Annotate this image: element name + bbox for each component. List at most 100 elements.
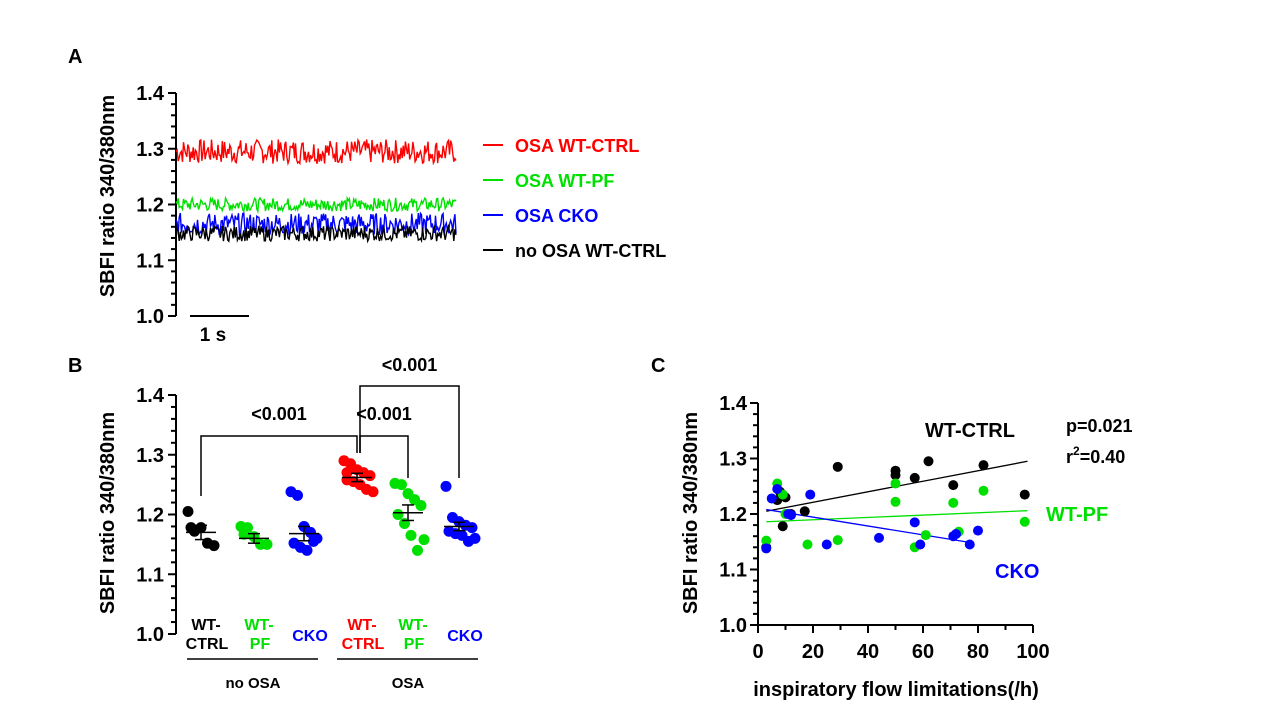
legend-entry-label: no OSA WT-CTRL: [515, 241, 666, 261]
data-point: [920, 530, 931, 541]
panel-c-r-squared: r2=0.40: [1066, 444, 1125, 467]
data-point: [292, 489, 303, 501]
data-point: [1019, 489, 1030, 500]
panel-c-x-tick-label: 40: [857, 641, 879, 663]
panel-c-x-tick-label: 60: [912, 641, 934, 663]
series-label: WT-PF: [1046, 504, 1108, 526]
panel-c-ylabel: SBFI ratio 340/380nm: [680, 412, 702, 614]
panel-c-axes: 1.4 1.3 1.2 1.1 1.00 20 40 60 80 100: [719, 393, 1050, 663]
data-point: [308, 535, 319, 547]
data-point: [890, 478, 901, 489]
panel-b-label: B: [68, 355, 82, 377]
panel-b-ylabel: SBFI ratio 340/380nm: [97, 412, 119, 614]
data-point: [761, 535, 772, 546]
group-label-line2: CKO: [447, 628, 483, 645]
data-point: [772, 484, 783, 495]
regression-line: [766, 510, 1028, 523]
data-point: [951, 528, 961, 539]
group-label-line2: PF: [404, 636, 425, 653]
panel-a-y-tick-label: 1.0: [136, 306, 164, 328]
panel-c-x-tick-label: 80: [967, 641, 989, 663]
panel-b-y-tick-label: 1.2: [136, 505, 164, 527]
panel-c-x-tick-label: 100: [1016, 641, 1049, 663]
group-label-line1: WT-: [398, 617, 427, 634]
data-point: [973, 525, 983, 536]
panel-a-label: A: [68, 46, 82, 68]
condition-label: OSA: [392, 675, 425, 692]
panel-c-label: C: [651, 355, 665, 377]
panel-c-y-tick-label: 1.1: [719, 560, 747, 582]
group-label-line1: WT-: [191, 617, 220, 634]
data-point: [1019, 516, 1030, 527]
group-label-line1: WT-: [244, 617, 273, 634]
data-point: [948, 497, 959, 508]
panel-c-p-value: p=0.021: [1066, 416, 1133, 436]
data-point: [948, 480, 959, 491]
data-point: [802, 539, 813, 550]
group-label-line2: CTRL: [186, 636, 229, 653]
scale-bar-label: 1 s: [200, 325, 226, 346]
data-point: [978, 485, 989, 496]
data-point: [923, 456, 934, 467]
data-point: [799, 506, 810, 517]
data-point: [766, 493, 777, 504]
panel-c-xlabel: inspiratory flow limitations(/h): [753, 679, 1039, 701]
group-label-line2: CTRL: [342, 636, 385, 653]
p-value-label: <0.001: [251, 404, 307, 424]
panel-a-legend: OSA WT-CTRL OSA WT-PF OSA CKO no OSA WT-CTR…: [483, 136, 666, 261]
data-point: [364, 470, 376, 482]
data-point: [890, 496, 901, 507]
group-label-line2: PF: [250, 636, 271, 653]
group-label-line2: CKO: [292, 628, 328, 645]
panel-c-plot: WT-CTRL WT-PF CKO: [761, 420, 1108, 583]
trace-series-0: [175, 137, 457, 166]
panel-c-y-tick-label: 1.2: [719, 504, 747, 526]
data-point: [978, 460, 989, 471]
data-point: [469, 532, 481, 544]
panel-b: B SBFI ratio 340/380nm 1.4 1.3 1.2 1.1 1.0 <…: [68, 355, 483, 692]
data-point: [238, 528, 250, 540]
data-point: [805, 489, 816, 500]
data-point: [915, 539, 926, 550]
panel-b-y-tick-label: 1.0: [136, 624, 164, 646]
data-point: [777, 521, 788, 532]
data-point: [261, 538, 273, 550]
data-point: [466, 522, 478, 534]
data-point: [415, 500, 427, 512]
panel-a-y-tick-label: 1.4: [136, 83, 165, 105]
panel-c-x-tick-label: 0: [752, 641, 763, 663]
data-point: [392, 509, 404, 520]
p-value-label: <0.001: [356, 404, 412, 424]
panel-c-y-tick-label: 1.0: [719, 615, 747, 637]
group-label-line1: WT-: [347, 617, 376, 634]
panel-c-y-tick-label: 1.3: [719, 449, 747, 471]
data-point: [418, 534, 430, 546]
data-point: [786, 510, 796, 521]
panel-a-y-tick-label: 1.1: [136, 250, 164, 272]
data-point: [412, 544, 423, 556]
panel-b-significance-brackets: <0.001 <0.001 <0.001: [200, 355, 460, 496]
data-point: [821, 539, 832, 550]
legend-entry-label: OSA WT-PF: [515, 171, 614, 191]
data-point: [761, 543, 772, 554]
panel-a-y-tick-label: 1.3: [136, 139, 164, 161]
legend-entry-label: OSA WT-CTRL: [515, 136, 639, 156]
panel-a-traces: [175, 137, 457, 244]
series-label: WT-CTRL: [925, 420, 1015, 442]
data-point: [396, 479, 407, 491]
data-point: [185, 522, 197, 534]
data-point: [890, 465, 901, 476]
significance-bracket: [359, 385, 460, 478]
trace-series-3: [175, 223, 457, 244]
data-point: [182, 506, 194, 518]
data-point: [367, 486, 379, 498]
panel-b-y-tick-label: 1.1: [136, 564, 164, 586]
panel-b-y-tick-label: 1.4: [136, 385, 165, 407]
panel-a: A SBFI ratio 340/380nm 1.4 1.3 1.2 1.1 1.0 1…: [68, 46, 666, 346]
trace-series-1: [175, 195, 457, 214]
panel-c: C SBFI ratio 340/380nm 1.4 1.3 1.2 1.1 1.00 2…: [651, 355, 1133, 701]
data-point: [909, 472, 920, 483]
condition-label: no OSA: [226, 675, 281, 692]
panel-a-y-axis: 1.4 1.3 1.2 1.1 1.0: [136, 83, 177, 328]
data-point: [440, 480, 452, 492]
